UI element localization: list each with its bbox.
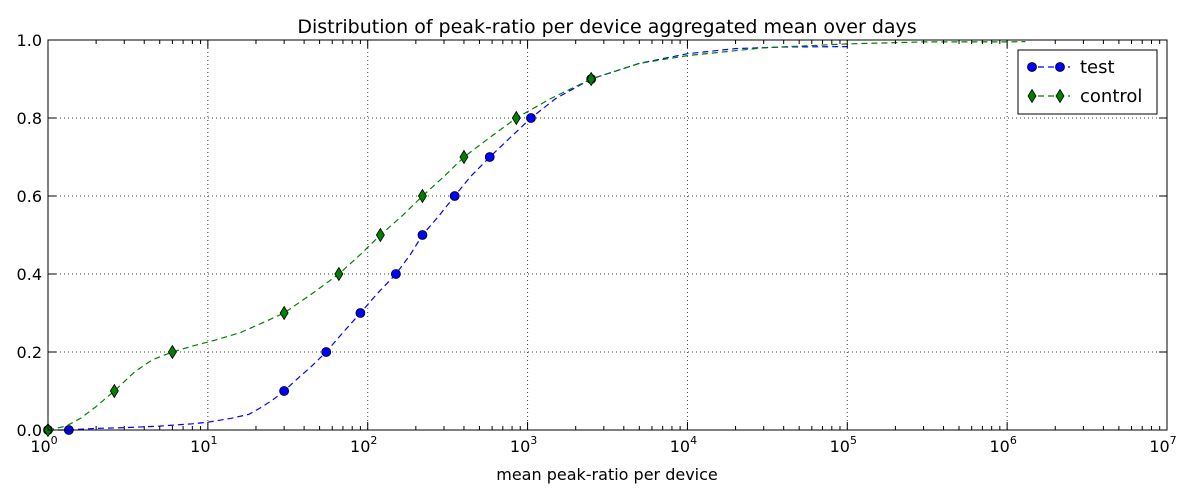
x-tick-label: 101 — [190, 434, 217, 456]
data-point-test — [526, 113, 536, 123]
x-tick-exponent: 2 — [370, 434, 377, 447]
legend-label-control: control — [1080, 86, 1142, 107]
data-point-test — [484, 152, 495, 162]
x-tick-exponent: 6 — [1010, 434, 1017, 447]
x-axis: 100 101 102 103 104 105 106 107 — [30, 40, 1177, 456]
data-point-control — [279, 305, 289, 321]
data-point-control — [109, 383, 119, 399]
legend-marker-control — [1027, 88, 1037, 104]
y-tick-label: 0.0 — [17, 421, 42, 440]
series-layer — [43, 41, 1026, 438]
y-tick-label: 0.6 — [17, 187, 42, 206]
data-point-control — [167, 344, 177, 360]
y-axis: 0.0 0.2 0.4 0.6 0.8 1.0 — [17, 31, 1167, 440]
series-control — [43, 41, 1026, 438]
x-tick-label: 104 — [670, 434, 697, 456]
legend-label-test: test — [1080, 57, 1115, 78]
x-tick-exponent: 5 — [850, 434, 857, 447]
data-point-control — [586, 71, 596, 87]
series-line-control — [47, 41, 1026, 431]
data-point-test — [355, 308, 366, 318]
x-axis-title: mean peak-ratio per device — [496, 465, 718, 484]
legend-marker-test — [1055, 62, 1065, 72]
x-tick-exponent: 0 — [51, 434, 58, 447]
data-point-test — [390, 269, 401, 279]
legend-marker-test — [1027, 62, 1037, 72]
x-tick-exponent: 4 — [690, 434, 697, 447]
legend-box — [1017, 49, 1158, 115]
data-point-control — [417, 188, 427, 204]
series-line-test — [48, 46, 848, 431]
plot-frame — [47, 39, 1168, 431]
grid — [48, 40, 1167, 430]
x-tick-exponent: 1 — [211, 434, 218, 447]
series-test — [43, 46, 848, 435]
x-tick-label: 105 — [830, 434, 857, 456]
x-tick-label: 102 — [350, 434, 377, 456]
legend-marker-control — [1055, 88, 1065, 104]
data-point-control — [459, 149, 469, 165]
y-tick-label: 1.0 — [17, 31, 42, 50]
data-point-control — [511, 110, 521, 126]
legend: test control — [1017, 49, 1158, 115]
x-tick-label: 106 — [989, 434, 1016, 456]
data-point-control — [375, 227, 385, 243]
y-tick-label: 0.2 — [17, 343, 42, 362]
data-point-test — [279, 386, 290, 396]
x-tick-exponent: 3 — [530, 434, 537, 447]
data-point-control — [334, 266, 344, 282]
chart-title: Distribution of peak-ratio per device ag… — [297, 16, 916, 38]
y-tick-label: 0.4 — [17, 265, 42, 284]
data-point-test — [321, 347, 332, 357]
data-point-test — [449, 191, 460, 201]
x-tick-label: 103 — [510, 434, 537, 456]
x-tick-label: 107 — [1149, 434, 1176, 456]
y-tick-label: 0.8 — [17, 109, 42, 128]
x-tick-exponent: 7 — [1170, 434, 1177, 447]
data-point-test — [417, 230, 428, 240]
